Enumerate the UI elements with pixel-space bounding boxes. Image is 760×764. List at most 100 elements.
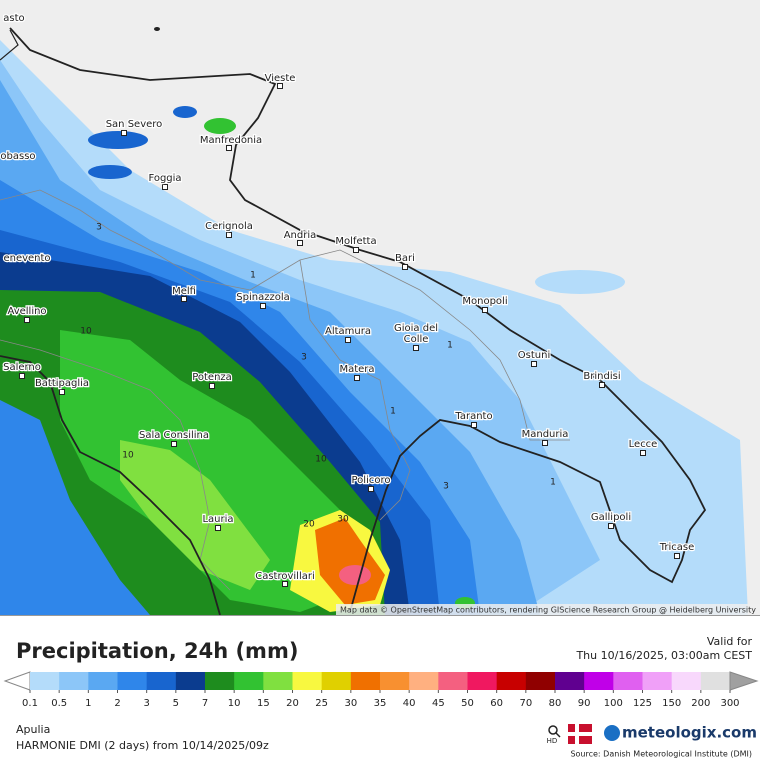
city-dot bbox=[277, 83, 283, 89]
colorbar-swatch bbox=[292, 672, 323, 690]
contour-label: 30 bbox=[337, 515, 349, 525]
precip-area bbox=[60, 330, 360, 612]
colorbar-tick-label: 30 bbox=[344, 698, 357, 709]
city-label: Manduria bbox=[522, 429, 569, 440]
region: Apulia bbox=[16, 723, 50, 736]
colorbar: 0.1 0.5 1 2 3 5 7 10 15 20 25 30 35 40 45 50 60 70 80 90 100… bbox=[3, 671, 759, 709]
colorbar-tick-label: 1 bbox=[85, 698, 91, 709]
colorbar-tick-label: 45 bbox=[432, 698, 445, 709]
city-label: Taranto bbox=[454, 411, 492, 422]
city-dot bbox=[531, 361, 537, 367]
contour-label: 3 bbox=[96, 223, 102, 233]
city-label: Sala Consilina bbox=[139, 430, 209, 441]
map: asto Vieste San Severo Manfredonia obasso Fog… bbox=[0, 0, 760, 615]
colorbar-swatch bbox=[30, 672, 60, 690]
city-dot bbox=[181, 296, 187, 302]
city-label: obasso bbox=[0, 151, 35, 162]
city-label: Tricase bbox=[659, 542, 695, 553]
city-label: Colle bbox=[404, 334, 429, 345]
city-dot bbox=[542, 440, 548, 446]
contour-label: 10 bbox=[80, 327, 92, 337]
city-dot bbox=[345, 337, 351, 343]
city-dot bbox=[368, 486, 374, 492]
colorbar-tick-label: 15 bbox=[257, 698, 270, 709]
city-label: Gallipoli bbox=[591, 512, 631, 523]
search-icon[interactable] bbox=[548, 725, 558, 735]
city-label: Policoro bbox=[352, 475, 391, 486]
city-dot bbox=[215, 525, 221, 531]
brand[interactable]: meteologix.com bbox=[622, 724, 757, 742]
coastline bbox=[9, 27, 707, 613]
city-dot bbox=[482, 307, 488, 313]
city-label: Altamura bbox=[325, 326, 371, 337]
colorbar-tick-label: 70 bbox=[519, 698, 532, 709]
colorbar-tick-label: 300 bbox=[720, 698, 739, 709]
contour-label: 3 bbox=[301, 353, 307, 363]
brand-logo bbox=[604, 725, 620, 741]
city-dot bbox=[171, 441, 177, 447]
city-label: Bari bbox=[395, 253, 415, 264]
colorbar-tick-label: 25 bbox=[315, 698, 328, 709]
colorbar-swatch bbox=[671, 672, 702, 690]
colorbar-tick-label: 35 bbox=[374, 698, 387, 709]
colorbar-swatch bbox=[467, 672, 498, 690]
city-dot bbox=[260, 303, 266, 309]
city-dot bbox=[162, 184, 168, 190]
city-label: Castrovillari bbox=[255, 571, 315, 582]
hd-label[interactable]: HD bbox=[547, 737, 558, 745]
colorbar-swatch bbox=[350, 672, 381, 690]
colorbar-tick-label: 0.1 bbox=[22, 698, 38, 709]
city-label: Lauria bbox=[202, 514, 233, 525]
city-label: San Severo bbox=[106, 119, 163, 130]
city-dot bbox=[413, 345, 419, 351]
colorbar-tick-label: 60 bbox=[490, 698, 503, 709]
colorbar-tick-label: 200 bbox=[691, 698, 710, 709]
colorbar-swatch bbox=[525, 672, 556, 690]
colorbar-tick-label: 40 bbox=[403, 698, 416, 709]
colorbar-swatch bbox=[700, 672, 731, 690]
contour-label: 1 bbox=[390, 407, 396, 417]
colorbar-tick-label: 0.5 bbox=[51, 698, 67, 709]
flag bbox=[568, 732, 592, 736]
precip-area bbox=[173, 106, 197, 118]
colorbar-swatch bbox=[205, 672, 235, 690]
valid-label: Valid for bbox=[707, 635, 753, 648]
city-label: Cerignola bbox=[205, 221, 253, 232]
city-label: Battipaglia bbox=[35, 378, 89, 389]
legend-title: Precipitation, 24h (mm) bbox=[16, 639, 298, 663]
city-dot bbox=[226, 232, 232, 238]
city-dot bbox=[297, 240, 303, 246]
city-label: Salerno bbox=[3, 362, 41, 373]
city-dot bbox=[24, 317, 30, 323]
colorbar-tick-label: 150 bbox=[662, 698, 681, 709]
contour-labels: 3 10 1 3 1 1 10 10 3 1 20 30 bbox=[80, 223, 556, 530]
city-label: Matera bbox=[339, 364, 374, 375]
city-label: Foggia bbox=[148, 173, 181, 184]
colorbar-swatch bbox=[555, 672, 585, 690]
city-label: Ostuni bbox=[518, 350, 550, 361]
colorbar-tick-label: 50 bbox=[461, 698, 474, 709]
city-label: Melfi bbox=[172, 286, 196, 297]
model-run: HARMONIE DMI (2 days) from 10/14/2025/09… bbox=[16, 739, 269, 752]
colorbar-swatch bbox=[59, 672, 89, 690]
precip-area bbox=[315, 518, 385, 605]
city-dot bbox=[354, 375, 360, 381]
city-dot bbox=[121, 130, 127, 136]
colorbar-swatch bbox=[234, 672, 264, 690]
colorbar-swatch bbox=[175, 672, 206, 690]
precip-area bbox=[204, 118, 236, 134]
contour-label: 10 bbox=[315, 455, 327, 465]
precip-area bbox=[339, 565, 371, 585]
city-dot bbox=[19, 373, 25, 379]
contour-label: 1 bbox=[250, 271, 256, 281]
city-label: Potenza bbox=[192, 372, 232, 383]
city-label: Lecce bbox=[629, 439, 658, 450]
search-icon bbox=[555, 732, 561, 738]
precip-area bbox=[120, 440, 270, 590]
colorbar-swatch bbox=[584, 672, 614, 690]
colorbar-swatch bbox=[117, 672, 148, 690]
colorbar-tick-label: 3 bbox=[143, 698, 149, 709]
attribution-bg bbox=[336, 604, 760, 615]
island bbox=[154, 27, 160, 31]
